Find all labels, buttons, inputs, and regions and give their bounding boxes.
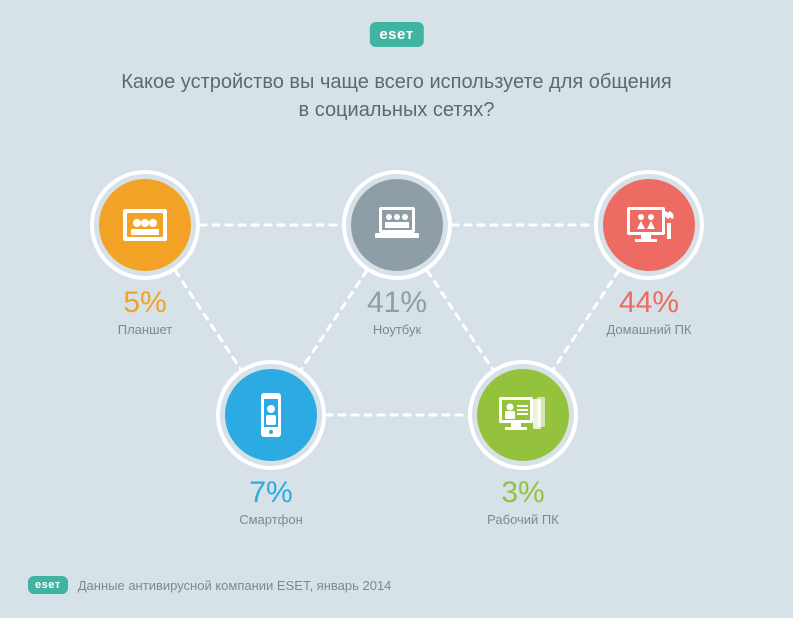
label-laptop: 41% Ноутбук	[317, 286, 477, 337]
footer: eseт Данные антивирусной компании ESET, …	[28, 576, 391, 594]
node-laptop-inner	[351, 179, 443, 271]
cap-smartphone: Смартфон	[191, 512, 351, 527]
pct-laptop: 41%	[317, 286, 477, 320]
node-work-pc	[468, 360, 578, 470]
footer-text: Данные антивирусной компании ESET, январ…	[78, 578, 392, 593]
node-home-pc	[594, 170, 704, 280]
node-smartphone	[216, 360, 326, 470]
smartphone-icon	[241, 385, 301, 445]
pct-home-pc: 44%	[569, 286, 729, 320]
node-home-pc-inner	[603, 179, 695, 271]
footer-badge: eseт	[28, 576, 68, 594]
tablet-icon	[115, 195, 175, 255]
node-tablet-inner	[99, 179, 191, 271]
node-laptop	[342, 170, 452, 280]
pct-tablet: 5%	[65, 286, 225, 320]
cap-tablet: Планшет	[65, 322, 225, 337]
work-pc-icon	[491, 383, 555, 447]
cap-work-pc: Рабочий ПК	[443, 512, 603, 527]
pct-work-pc: 3%	[443, 476, 603, 510]
label-work-pc: 3% Рабочий ПК	[443, 476, 603, 527]
label-home-pc: 44% Домашний ПК	[569, 286, 729, 337]
node-smartphone-inner	[225, 369, 317, 461]
pct-smartphone: 7%	[191, 476, 351, 510]
home-pc-icon	[617, 193, 681, 257]
cap-home-pc: Домашний ПК	[569, 322, 729, 337]
node-work-pc-inner	[477, 369, 569, 461]
laptop-icon	[365, 193, 429, 257]
label-smartphone: 7% Смартфон	[191, 476, 351, 527]
node-tablet	[90, 170, 200, 280]
cap-laptop: Ноутбук	[317, 322, 477, 337]
label-tablet: 5% Планшет	[65, 286, 225, 337]
